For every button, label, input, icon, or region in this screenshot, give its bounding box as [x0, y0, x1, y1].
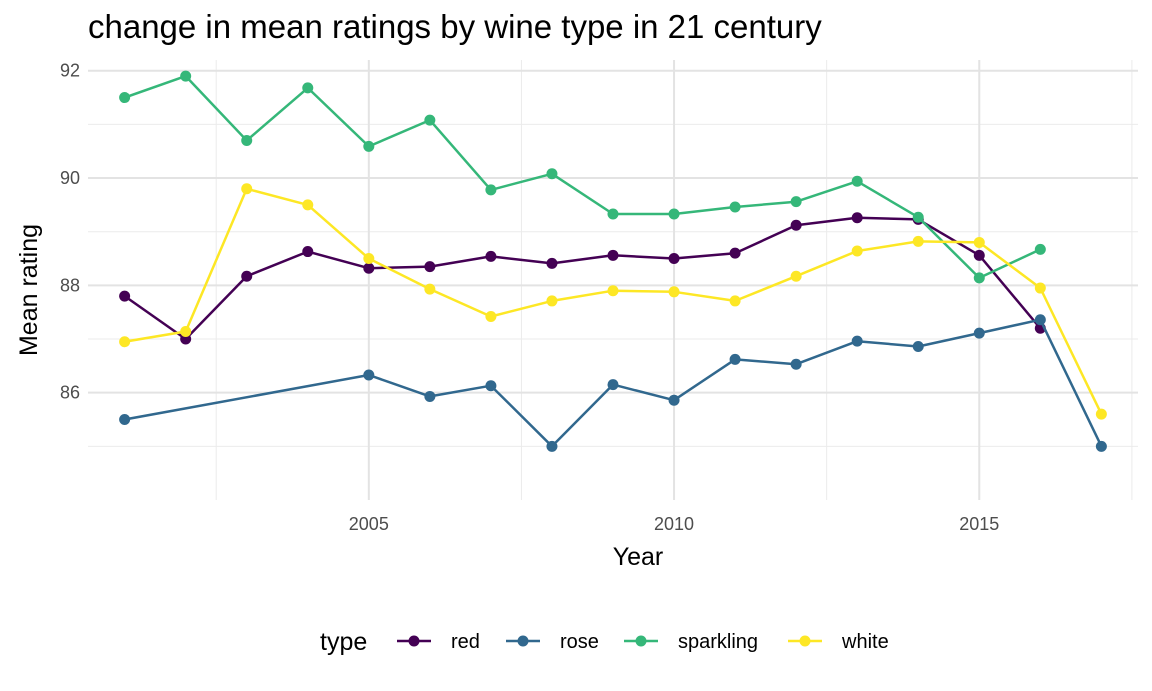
legend-key-point	[799, 635, 811, 647]
data-point-sparkling	[851, 175, 863, 187]
x-tick-label: 2010	[654, 514, 694, 534]
data-point-rose	[363, 369, 375, 381]
data-point-white	[1095, 408, 1107, 420]
series-line-rose	[124, 318, 1103, 448]
data-point-rose	[1034, 314, 1046, 326]
data-point-white	[1034, 282, 1046, 294]
data-point-red	[851, 212, 863, 224]
data-point-sparkling	[546, 168, 558, 180]
data-point-rose	[485, 380, 497, 392]
data-point-red	[119, 290, 131, 302]
data-point-white	[729, 295, 741, 307]
data-point-white	[790, 270, 802, 282]
x-tick-label: 2015	[959, 514, 999, 534]
y-axis-title: Mean rating	[15, 224, 43, 356]
data-point-red	[302, 246, 314, 258]
data-point-rose	[973, 327, 985, 339]
legend-label-red: red	[451, 631, 480, 653]
data-point-rose	[668, 394, 680, 406]
data-point-white	[241, 183, 253, 195]
data-point-white	[668, 286, 680, 298]
data-point-white	[302, 199, 314, 211]
legend-item-sparkling: sparkling	[624, 631, 758, 653]
data-point-sparkling	[119, 92, 131, 104]
data-point-red	[546, 257, 558, 269]
data-point-sparkling	[1034, 243, 1046, 255]
data-point-red	[668, 253, 680, 265]
legend: type red rose sparkling white	[320, 628, 889, 656]
y-tick-label: 88	[60, 275, 80, 295]
data-point-white	[546, 295, 558, 307]
legend-label-white: white	[841, 631, 889, 653]
data-point-rose	[1095, 440, 1107, 452]
data-point-red	[363, 262, 375, 274]
legend-item-rose: rose	[506, 631, 599, 653]
data-point-white	[485, 310, 497, 322]
data-point-sparkling	[912, 211, 924, 223]
data-point-rose	[729, 353, 741, 365]
legend-item-red: red	[397, 631, 480, 653]
legend-item-white: white	[788, 631, 889, 653]
data-point-sparkling	[363, 140, 375, 152]
data-point-rose	[546, 440, 558, 452]
data-point-white	[973, 236, 985, 248]
data-point-red	[485, 250, 497, 262]
data-point-sparkling	[607, 208, 619, 220]
legend-key-point	[635, 635, 647, 647]
data-point-white	[851, 245, 863, 257]
tick-labels: 2005 2010 2015 86 88 90 92	[60, 61, 999, 534]
data-point-white	[912, 235, 924, 247]
data-point-sparkling	[485, 184, 497, 196]
data-point-white	[607, 285, 619, 297]
data-point-sparkling	[424, 114, 436, 126]
series-rose	[119, 314, 1107, 452]
x-tick-label: 2005	[349, 514, 389, 534]
data-point-red	[241, 270, 253, 282]
data-point-sparkling	[729, 201, 741, 213]
legend-title: type	[320, 628, 367, 656]
data-point-sparkling	[241, 134, 253, 146]
data-point-sparkling	[790, 196, 802, 208]
series-line-sparkling	[124, 74, 1041, 280]
data-point-white	[180, 326, 192, 338]
legend-key-point	[408, 635, 420, 647]
data-point-sparkling	[973, 272, 985, 284]
y-tick-label: 92	[60, 61, 80, 81]
data-point-sparkling	[302, 82, 314, 94]
series-white	[119, 183, 1107, 420]
data-point-white	[424, 283, 436, 295]
series-sparkling	[119, 70, 1046, 284]
legend-key-point	[517, 635, 529, 647]
x-axis-title: Year	[613, 543, 664, 571]
series-layer	[119, 70, 1107, 452]
data-point-red	[729, 247, 741, 259]
data-point-rose	[790, 358, 802, 370]
series-red	[119, 212, 1046, 345]
data-point-white	[119, 336, 131, 348]
data-point-white	[363, 253, 375, 265]
data-point-red	[607, 249, 619, 261]
data-point-sparkling	[180, 70, 192, 82]
data-point-red	[973, 249, 985, 261]
data-point-red	[790, 219, 802, 231]
data-point-rose	[119, 414, 131, 426]
y-tick-label: 90	[60, 168, 80, 188]
data-point-red	[424, 261, 436, 273]
data-point-rose	[607, 379, 619, 391]
data-point-rose	[912, 341, 924, 353]
series-line-red	[123, 216, 1042, 341]
legend-label-rose: rose	[560, 631, 599, 653]
data-point-rose	[851, 335, 863, 347]
data-point-rose	[424, 390, 436, 402]
legend-label-sparkling: sparkling	[678, 631, 758, 653]
y-tick-label: 86	[60, 383, 80, 403]
chart-title: change in mean ratings by wine type in 2…	[88, 8, 822, 45]
data-point-sparkling	[668, 208, 680, 220]
